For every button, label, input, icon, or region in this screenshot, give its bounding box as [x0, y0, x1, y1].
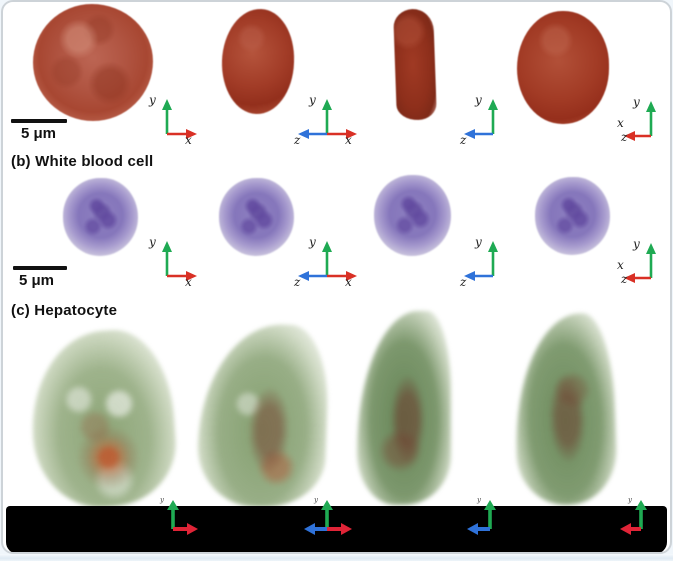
y-axis-label: y	[477, 496, 481, 504]
z-axis-label: z	[294, 133, 301, 147]
y-axis-label: y	[628, 496, 632, 504]
x-axis-label: x	[345, 275, 352, 289]
axes-triad: y z x	[293, 236, 359, 290]
x-axis-label: x	[185, 275, 192, 289]
red-blood-cell-view-side	[393, 8, 437, 121]
white-blood-cell-view-tilt	[219, 178, 294, 256]
white-blood-cell-view-xy	[63, 178, 138, 256]
axes-arrows-icon	[304, 500, 352, 535]
axes-triad: y z	[459, 236, 525, 290]
y-axis-label: y	[149, 93, 156, 107]
y-axis-label: y	[314, 496, 318, 504]
axes-arrows-icon	[464, 241, 498, 281]
scale-bar-label: 5 μm	[19, 272, 55, 289]
y-axis-label: y	[475, 235, 482, 249]
axes-arrows-icon	[467, 500, 496, 535]
scale-bar	[13, 266, 67, 270]
axes-arrows-icon	[624, 243, 656, 283]
axes-arrows-icon	[162, 241, 197, 281]
white-blood-cell-view-back	[535, 177, 610, 255]
z-axis-label: z	[460, 275, 467, 289]
axes-triad: y	[301, 496, 357, 537]
red-blood-cell-view-xy	[33, 4, 153, 121]
x-axis-label: x	[185, 133, 192, 147]
axes-arrows-icon	[464, 99, 498, 139]
axes-triad: y x	[133, 236, 199, 290]
axes-triad: y z x	[293, 94, 359, 148]
scale-bar-label: 5 μm	[21, 125, 57, 142]
section-label-hepatocyte: (c) Hepatocyte	[11, 302, 118, 319]
x-axis-label: x	[617, 116, 624, 130]
page-bottom-strip	[0, 554, 673, 561]
x-axis-label: x	[617, 258, 624, 272]
section-label-white-blood-cell: (b) White blood cell	[11, 153, 154, 170]
hepatocyte-view-xy	[26, 326, 180, 512]
axes-triad: y	[615, 496, 670, 537]
y-axis-label: y	[149, 235, 156, 249]
y-axis-label: y	[160, 496, 164, 504]
y-axis-label: y	[309, 235, 316, 249]
y-axis-label: y	[475, 93, 482, 107]
hepatocyte-view-tilt	[195, 321, 331, 510]
red-blood-cell-view-tilt	[220, 7, 296, 116]
axes-triad: y	[147, 496, 203, 537]
z-axis-label: z	[621, 272, 628, 286]
axes-triad: y z	[459, 94, 525, 148]
axes-arrows-icon	[298, 241, 357, 281]
x-axis-label: x	[345, 133, 352, 147]
axes-arrows-icon	[162, 99, 197, 139]
y-axis-label: y	[309, 93, 316, 107]
y-axis-label: y	[633, 237, 640, 251]
axes-triad: y x z	[617, 95, 670, 150]
scale-bar	[11, 119, 67, 123]
hepatocyte-view-back	[511, 312, 619, 507]
axes-triad: y	[464, 496, 520, 537]
hepatocyte-view-side	[357, 311, 451, 505]
z-axis-label: z	[294, 275, 301, 289]
axes-triad: y x z	[617, 237, 670, 292]
red-blood-cell-view-back	[517, 11, 609, 124]
axes-arrows-icon	[620, 500, 647, 535]
z-axis-label: z	[460, 133, 467, 147]
white-blood-cell-view-side	[374, 175, 451, 256]
axes-arrows-icon	[167, 500, 198, 535]
axes-arrows-icon	[624, 101, 656, 141]
axes-arrows-icon	[298, 99, 357, 139]
z-axis-label: z	[621, 130, 628, 144]
axes-triad: y x	[133, 94, 199, 148]
y-axis-label: y	[633, 95, 640, 109]
